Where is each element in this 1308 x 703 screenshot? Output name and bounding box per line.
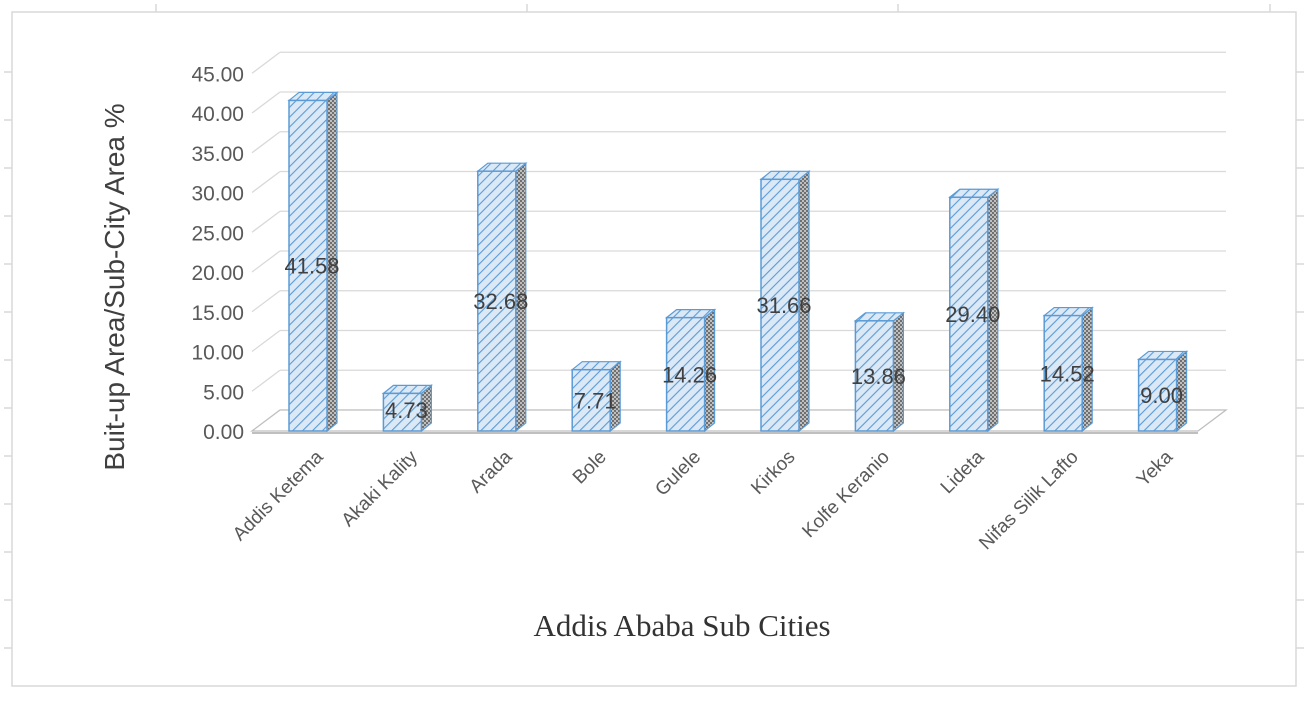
bar-front [1043,314,1083,432]
bar-front [382,392,423,432]
data-label: 14.26 [662,362,717,387]
gridline-side [251,51,281,74]
data-label: 4.73 [385,398,428,423]
gridline-side [251,91,281,114]
y-tick-label: 10.00 [191,342,244,365]
bar: 32.68 [473,161,528,433]
y-tick-label: 15.00 [191,302,244,325]
data-label: 7.71 [574,388,617,413]
bar-front [665,316,706,432]
y-axis-title: Buit-up Area/Sub-City Area % [99,103,130,470]
bar: 41.58 [284,91,340,433]
bar-front [477,170,517,432]
bars: 41.58 4.73 32.68 7.71 14.26 31.66 13.86 29.40 14… [284,91,1189,433]
bar-front [1137,358,1178,432]
y-tick-label: 20.00 [191,262,244,285]
bar: 13.86 [851,311,906,433]
gridline-side [251,369,281,392]
y-tick-label: 25.00 [191,222,244,245]
gridline-side [251,250,281,273]
bar-front [854,320,895,432]
bar: 9.00 [1136,350,1189,433]
bar: 4.73 [381,384,434,433]
y-tick-label: 0.00 [203,421,244,444]
data-label: 14.52 [1040,361,1095,386]
bar-front [571,368,611,432]
bar-front [949,196,989,432]
gridline-side [251,329,281,353]
bar: 7.71 [570,360,622,433]
bar: 29.40 [945,188,1000,433]
gridline-side [251,210,281,233]
y-tick-label: 35.00 [191,143,244,166]
data-label: 29.40 [945,302,1000,327]
x-axis-title: Addis Ababa Sub Cities [533,608,830,643]
data-label: 9.00 [1140,383,1183,408]
y-tick-labels: 0.00 5.00 10.00 15.00 20.00 25.00 30.00 35.00 40… [191,63,244,444]
bar-front [760,178,800,432]
data-label: 41.58 [284,254,339,279]
y-tick-label: 40.00 [191,103,244,126]
frame-tick-marks [4,4,1304,649]
gridlines [251,51,1226,432]
data-label: 31.66 [756,293,811,318]
gridline-side [251,131,281,154]
gridline-side [251,170,281,194]
bar: 14.52 [1040,306,1095,433]
bar-front [288,99,328,432]
y-tick-label: 45.00 [191,63,244,86]
data-label: 13.86 [851,364,906,389]
y-tick-label: 5.00 [203,381,244,404]
gridline-side [251,290,281,313]
y-tick-label: 30.00 [191,183,244,206]
bar: 14.26 [662,308,717,433]
bar: 31.66 [756,170,812,433]
data-label: 32.68 [473,289,528,314]
